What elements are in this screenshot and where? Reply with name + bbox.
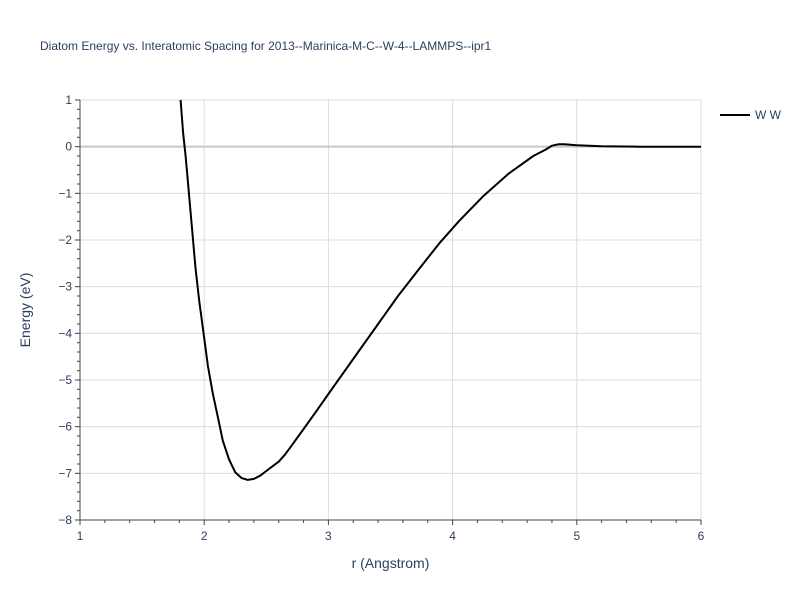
y-axis-title: Energy (eV) <box>17 273 33 348</box>
y-tick-label: 1 <box>65 93 72 107</box>
y-tick-label: −6 <box>58 420 72 434</box>
x-tick-label: 3 <box>325 529 332 543</box>
chart-title: Diatom Energy vs. Interatomic Spacing fo… <box>40 39 492 53</box>
legend[interactable]: W W <box>720 108 782 122</box>
x-tick-label: 6 <box>698 529 705 543</box>
series-layer <box>179 99 701 481</box>
tick-labels: 1 2 3 4 5 6 1 0 −1 −2 −3 −4 −5 −6 −7 −8 <box>58 93 704 543</box>
y-tick-label: 0 <box>65 140 72 154</box>
x-tick-label: 5 <box>573 529 580 543</box>
x-tick-label: 4 <box>449 529 456 543</box>
y-tick-label: −8 <box>58 513 72 527</box>
legend-label: W W <box>755 108 782 122</box>
x-axis-title: r (Angstrom) <box>352 555 430 571</box>
y-tick-label: −4 <box>58 326 72 340</box>
y-tick-label: −2 <box>58 233 72 247</box>
series-line <box>179 99 701 481</box>
y-tick-label: −5 <box>58 373 72 387</box>
grid <box>75 99 702 525</box>
y-tick-label: −1 <box>58 186 72 200</box>
y-tick-label: −3 <box>58 280 72 294</box>
x-tick-label: 1 <box>77 529 84 543</box>
y-tick-label: −7 <box>58 466 72 480</box>
x-tick-label: 2 <box>201 529 208 543</box>
